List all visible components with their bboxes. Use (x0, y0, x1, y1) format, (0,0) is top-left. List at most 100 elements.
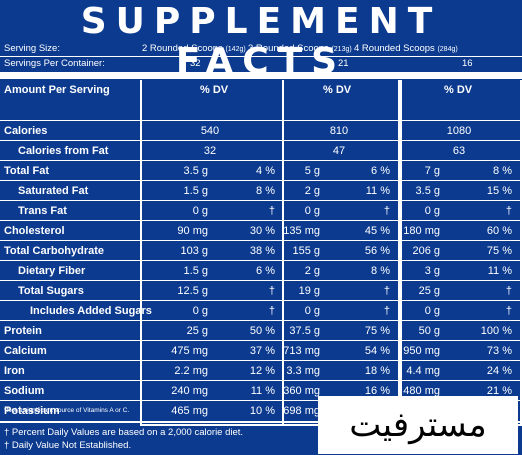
percent-dv-value (354, 121, 390, 141)
row-separator (0, 220, 522, 221)
amount-value: 0 g (192, 205, 208, 217)
percent-dv-value (476, 121, 512, 141)
percent-dv-value: 75 % (364, 325, 390, 337)
percent-dv-value: 8 % (256, 185, 275, 197)
percent-dv-value: 8 % (371, 265, 390, 277)
percent-dv-value: 12 % (249, 365, 275, 377)
servings-per-container-row: Servings Per Container: 32 21 16 (4, 58, 520, 70)
row-separator (0, 200, 522, 201)
percent-dv-value: 21 % (486, 385, 512, 397)
footer-divider (0, 421, 522, 423)
amount-value: 465 mg (171, 405, 208, 417)
percent-dv-value: 60 % (486, 225, 512, 237)
row-separator (0, 280, 522, 281)
percent-dv-value: 24 % (486, 365, 512, 377)
footnote-vitamins: *Not a significant source of Vitamins A … (4, 407, 130, 414)
amount-value: 0 g (192, 305, 208, 317)
percent-dv-value: 11 % (250, 385, 275, 397)
percent-dv-value: 38 % (249, 245, 275, 257)
amount-value: 135 mg (283, 225, 320, 237)
amount-value: 480 mg (403, 385, 440, 397)
nutrient-label: Calories from Fat (18, 145, 109, 157)
percent-dv-value (476, 141, 512, 161)
nutrient-label: Calories (4, 125, 48, 137)
amount-value: 50 g (418, 325, 440, 337)
percent-dv-value: 18 % (364, 365, 390, 377)
row-separator (0, 160, 522, 161)
percent-dv-value: 11 % (365, 185, 390, 197)
amount-value: 713 mg (283, 345, 320, 357)
amount-value: 0 g (304, 205, 320, 217)
serving-option-1: 2 Rounded Scoops (142g) (142, 43, 246, 54)
percent-dv-value (239, 121, 275, 141)
percent-dv-value: 8 % (493, 165, 512, 177)
amount-value: 47 (332, 145, 346, 157)
footnote-daily-values: † Percent Daily Values are based on a 2,… (4, 427, 244, 438)
amount-value: 240 mg (171, 385, 208, 397)
percent-dv-value: 75 % (486, 245, 512, 257)
nutrient-label: Total Sugars (18, 285, 84, 297)
amount-value: 1.5 g (183, 265, 208, 277)
amount-value: 25 g (186, 325, 208, 337)
table-row: Total Sugars 12.5 g † 19 g † 25 g † (0, 281, 522, 301)
amount-value: 3.5 g (415, 185, 440, 197)
amount-value: 2 g (304, 185, 320, 197)
percent-dv-value: 6 % (371, 165, 390, 177)
percent-dv-value: † (268, 285, 275, 297)
amount-value: 63 (452, 145, 466, 157)
header-label: Amount Per Serving (4, 84, 110, 96)
nutrient-label: Includes Added Sugars (30, 305, 152, 317)
percent-dv-value: 11 % (487, 265, 512, 277)
row-separator (0, 260, 522, 261)
row-separator (0, 400, 522, 401)
servings-count-2: 21 (338, 58, 349, 69)
header-dv-3: % DV (444, 84, 473, 96)
amount-value: 32 (203, 145, 217, 157)
row-separator (0, 300, 522, 301)
servings-count-1: 32 (190, 58, 201, 69)
amount-value: 103 g (180, 245, 208, 257)
nutrient-label: Dietary Fiber (18, 265, 86, 277)
table-row: Saturated Fat 1.5 g 8 % 2 g 11 % 3.5 g 15 % (0, 181, 522, 201)
amount-value: 4.4 mg (406, 365, 440, 377)
percent-dv-value: 54 % (364, 345, 390, 357)
amount-value: 540 (200, 125, 220, 137)
percent-dv-value: 100 % (480, 325, 512, 337)
table-header-row: Amount Per Serving % DV % DV % DV (0, 80, 522, 100)
row-separator (0, 380, 522, 381)
table-row: Trans Fat 0 g † 0 g † 0 g † (0, 201, 522, 221)
amount-value: 3.5 g (183, 165, 208, 177)
amount-value: 5 g (304, 165, 320, 177)
table-row: Calories from Fat 32 47 63 (0, 141, 522, 161)
percent-dv-value: 56 % (364, 245, 390, 257)
amount-value: 0 g (304, 305, 320, 317)
percent-dv-value: † (268, 205, 275, 217)
serving-size-label: Serving Size: (4, 43, 60, 54)
percent-dv-value: 16 % (364, 385, 390, 397)
percent-dv-value: 50 % (249, 325, 275, 337)
table-row: Cholesterol 90 mg 30 % 135 mg 45 % 180 mg 60 % (0, 221, 522, 241)
table-row: Includes Added Sugars 0 g † 0 g † 0 g † (0, 301, 522, 321)
amount-value: 155 g (292, 245, 320, 257)
table-row: Protein 25 g 50 % 37.5 g 75 % 50 g 100 % (0, 321, 522, 341)
row-separator (0, 240, 522, 241)
amount-value: 0 g (424, 305, 440, 317)
amount-value: 90 mg (177, 225, 208, 237)
row-separator (0, 340, 522, 341)
amount-value: 360 mg (283, 385, 320, 397)
amount-value: 19 g (298, 285, 320, 297)
servings-per-container-label: Servings Per Container: (4, 58, 105, 69)
nutrient-label: Calcium (4, 345, 47, 357)
percent-dv-value: † (383, 205, 390, 217)
amount-value: 37.5 g (289, 325, 320, 337)
percent-dv-value: 10 % (249, 405, 275, 417)
nutrient-label: Iron (4, 365, 25, 377)
table-row: Sodium 240 mg 11 % 360 mg 16 % 480 mg 21 % (0, 381, 522, 401)
percent-dv-value: 6 % (256, 265, 275, 277)
percent-dv-value: 15 % (486, 185, 512, 197)
amount-value: 698 mg (283, 405, 320, 417)
table-row: Calcium 475 mg 37 % 713 mg 54 % 950 mg 73 % (0, 341, 522, 361)
nutrient-label: Trans Fat (18, 205, 67, 217)
table-row: Calories 540 810 1080 (0, 121, 522, 141)
table-row: Iron 2.2 mg 12 % 3.3 mg 18 % 4.4 mg 24 % (0, 361, 522, 381)
